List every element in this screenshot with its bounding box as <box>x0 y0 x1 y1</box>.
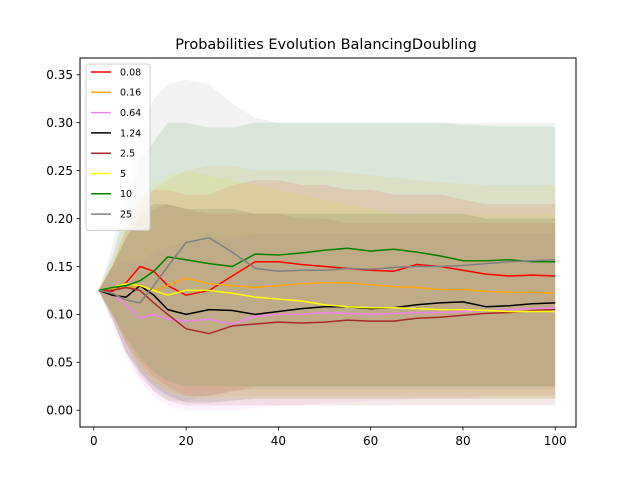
legend-box <box>85 63 151 231</box>
band-1 <box>98 165 556 396</box>
legend-label-5: 5 <box>120 169 126 180</box>
confidence-bands <box>98 79 556 411</box>
x-axis: 0 20 40 60 80 100 <box>90 427 567 448</box>
series-line-5 <box>98 282 556 313</box>
series-line-4 <box>98 286 556 335</box>
y-tick-label-5: 0.25 <box>46 164 73 178</box>
band-7 <box>98 79 556 401</box>
series-lines <box>98 236 556 335</box>
y-tick-label-4: 0.20 <box>46 212 73 226</box>
y-tick-label-3: 0.15 <box>46 260 73 274</box>
band-0 <box>98 180 556 396</box>
y-tick-label-1: 0.05 <box>46 356 73 370</box>
x-tick-label-3: 60 <box>363 434 378 448</box>
y-tick-label-2: 0.10 <box>46 308 73 322</box>
chart-title: Probabilities Evolution BalancingDoublin… <box>175 37 477 53</box>
legend: 0.08 0.16 0.64 1.24 2.5 5 10 25 <box>85 63 151 231</box>
band-5 <box>98 170 556 399</box>
series-line-0 <box>98 260 556 296</box>
x-tick-label-2: 40 <box>271 434 286 448</box>
x-tick-label-1: 20 <box>178 434 193 448</box>
legend-label-0: 0.08 <box>120 67 141 78</box>
legend-label-1: 0.16 <box>120 88 141 99</box>
legend-label-4: 2.5 <box>120 149 135 160</box>
x-tick-label-5: 100 <box>544 434 567 448</box>
series-line-2 <box>98 289 556 325</box>
y-axis: 0.00 0.05 0.10 0.15 0.20 0.25 0.30 0.35 <box>46 68 80 418</box>
legend-label-6: 10 <box>120 189 132 200</box>
y-tick-label-6: 0.30 <box>46 116 73 130</box>
legend-label-2: 0.64 <box>120 108 141 119</box>
y-tick-label-0: 0.00 <box>46 404 73 418</box>
x-tick-label-4: 80 <box>455 434 470 448</box>
band-3 <box>98 204 556 403</box>
legend-label-7: 25 <box>120 210 132 221</box>
plot-area-frame <box>79 57 577 428</box>
legend-label-3: 1.24 <box>120 128 141 139</box>
y-tick-label-7: 0.35 <box>46 68 73 82</box>
series-line-7 <box>98 236 556 304</box>
series-line-6 <box>98 247 556 292</box>
x-tick-label-0: 0 <box>90 434 98 448</box>
